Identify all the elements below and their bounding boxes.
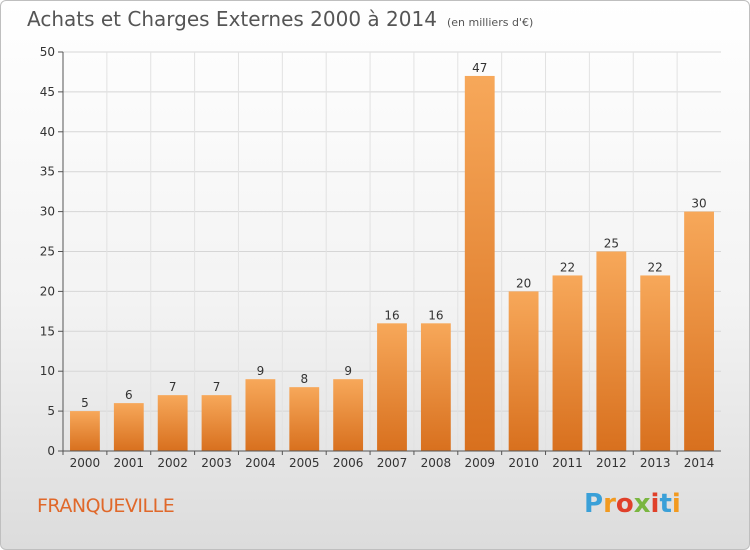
- bar-value-label: 5: [81, 396, 89, 410]
- bar-value-label: 20: [516, 276, 531, 290]
- bar: [640, 275, 671, 451]
- bar: [508, 291, 539, 451]
- y-tick-label: 25: [40, 245, 55, 259]
- bar: [201, 395, 232, 451]
- logo-letter: t: [659, 489, 672, 519]
- y-tick-label: 0: [47, 444, 55, 458]
- bar-value-label: 25: [604, 237, 619, 251]
- logo-letter: r: [603, 489, 616, 519]
- proxiti-logo: Proxiti: [584, 489, 681, 519]
- bar: [377, 323, 407, 451]
- x-tick-label: 2010: [508, 456, 539, 470]
- x-tick-label: 2003: [201, 456, 232, 470]
- bar-value-label: 6: [125, 388, 133, 402]
- x-tick-label: 2013: [640, 456, 671, 470]
- bar-value-label: 7: [169, 380, 177, 394]
- bar-value-label: 9: [344, 364, 352, 378]
- bar: [289, 387, 320, 451]
- x-tick-label: 2014: [684, 456, 715, 470]
- bar-value-label: 47: [472, 61, 487, 75]
- bar-value-label: 30: [691, 197, 706, 211]
- bar-value-label: 9: [257, 364, 265, 378]
- chart-unit: (en milliers d'€): [446, 16, 534, 29]
- logo-letter: i: [650, 489, 660, 519]
- y-tick-label: 45: [40, 85, 55, 99]
- x-tick-label: 2006: [333, 456, 364, 470]
- bar: [333, 379, 364, 451]
- y-tick-label: 5: [47, 404, 55, 418]
- x-tick-label: 2009: [464, 456, 495, 470]
- x-tick-label: 2008: [421, 456, 452, 470]
- place-name: FRANQUEVILLE: [37, 495, 175, 517]
- y-tick-label: 15: [40, 324, 55, 338]
- y-tick-label: 35: [40, 165, 55, 179]
- bar-value-label: 22: [648, 260, 663, 274]
- bar: [157, 395, 188, 451]
- x-tick-label: 2004: [245, 456, 276, 470]
- x-tick-label: 2007: [377, 456, 408, 470]
- x-tick-label: 2002: [157, 456, 188, 470]
- logo-letter: P: [584, 489, 604, 519]
- bar: [113, 403, 144, 451]
- chart-title-text: Achats et Charges Externes 2000 à 2014: [27, 7, 437, 31]
- chart-title: Achats et Charges Externes 2000 à 2014 (e…: [27, 7, 533, 31]
- logo-letter: o: [615, 489, 634, 519]
- x-tick-label: 2005: [289, 456, 320, 470]
- bar-value-label: 7: [213, 380, 221, 394]
- axis-layer: 0 5 10 15 20 25 30 35 40 45 50 2000 2001 2002 2003 2004…: [40, 45, 721, 470]
- y-tick-label: 40: [40, 125, 55, 139]
- logo-letter: x: [633, 489, 651, 519]
- bar-value-label: 16: [384, 308, 399, 322]
- bar: [596, 251, 627, 451]
- bar-value-label: 8: [300, 372, 308, 386]
- logo-letter: i: [671, 489, 681, 519]
- bar: [552, 275, 583, 451]
- y-tick-label: 20: [40, 284, 55, 298]
- y-tick-label: 10: [40, 364, 55, 378]
- bar: [684, 211, 714, 451]
- bar-layer: 5 6 7 7 9 8 9 16 16 47 20 22 25 22 30: [70, 61, 714, 451]
- x-tick-label: 2011: [552, 456, 583, 470]
- x-tick-label: 2001: [114, 456, 145, 470]
- bar: [70, 411, 100, 451]
- bar: [464, 75, 495, 451]
- bar-value-label: 22: [560, 260, 575, 274]
- y-tick-label: 50: [40, 45, 55, 59]
- x-tick-label: 2000: [70, 456, 101, 470]
- x-tick-label: 2012: [596, 456, 627, 470]
- bar: [420, 323, 451, 451]
- bar-value-label: 16: [428, 308, 443, 322]
- y-tick-label: 30: [40, 205, 55, 219]
- bar: [245, 379, 276, 451]
